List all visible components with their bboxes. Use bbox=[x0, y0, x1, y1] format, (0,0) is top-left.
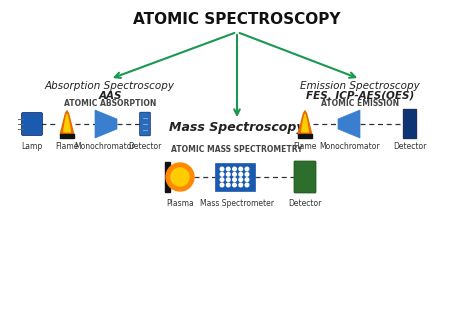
Circle shape bbox=[245, 167, 249, 171]
Polygon shape bbox=[298, 111, 312, 134]
Circle shape bbox=[220, 183, 224, 187]
Text: Lamp: Lamp bbox=[21, 142, 43, 151]
Polygon shape bbox=[64, 114, 71, 132]
Circle shape bbox=[166, 163, 194, 191]
Text: Mass Spectrometer: Mass Spectrometer bbox=[200, 199, 274, 208]
Bar bbox=[298, 134, 312, 138]
Circle shape bbox=[239, 172, 243, 176]
Text: Monochromator: Monochromator bbox=[75, 142, 135, 151]
Polygon shape bbox=[301, 114, 309, 132]
Text: Absorption Spectroscopy: Absorption Spectroscopy bbox=[45, 81, 175, 91]
Text: ATOMIC EMISSION: ATOMIC EMISSION bbox=[321, 99, 399, 108]
Text: Plasma: Plasma bbox=[166, 199, 194, 208]
Circle shape bbox=[227, 183, 230, 187]
Circle shape bbox=[227, 178, 230, 181]
Polygon shape bbox=[95, 110, 117, 138]
Text: ATOMIC SPECTROSCOPY: ATOMIC SPECTROSCOPY bbox=[133, 12, 341, 27]
Circle shape bbox=[233, 167, 237, 171]
Circle shape bbox=[220, 172, 224, 176]
Text: AAS: AAS bbox=[98, 91, 122, 101]
Circle shape bbox=[171, 168, 189, 186]
Polygon shape bbox=[215, 163, 255, 191]
Text: Detector: Detector bbox=[288, 199, 322, 208]
Text: Mass Spectroscopy: Mass Spectroscopy bbox=[169, 121, 305, 134]
Text: Monochromator: Monochromator bbox=[319, 142, 380, 151]
Text: ATOMIC ABSORPTION: ATOMIC ABSORPTION bbox=[64, 99, 156, 108]
Text: FES, ICP-AES(OES): FES, ICP-AES(OES) bbox=[306, 91, 414, 101]
FancyBboxPatch shape bbox=[294, 161, 316, 193]
Circle shape bbox=[239, 167, 243, 171]
Circle shape bbox=[245, 183, 249, 187]
Text: ATOMIC MASS SPECTROMETRY: ATOMIC MASS SPECTROMETRY bbox=[171, 145, 303, 154]
Circle shape bbox=[220, 178, 224, 181]
Circle shape bbox=[245, 172, 249, 176]
Polygon shape bbox=[60, 111, 74, 134]
Polygon shape bbox=[338, 110, 360, 138]
Circle shape bbox=[239, 183, 243, 187]
Circle shape bbox=[233, 172, 237, 176]
FancyBboxPatch shape bbox=[403, 109, 417, 139]
Circle shape bbox=[227, 172, 230, 176]
Text: Detector: Detector bbox=[393, 142, 427, 151]
Bar bbox=[165, 162, 170, 192]
Text: Flame: Flame bbox=[55, 142, 79, 151]
Text: Emission Spectroscopy: Emission Spectroscopy bbox=[300, 81, 420, 91]
Bar bbox=[60, 134, 74, 138]
Circle shape bbox=[245, 178, 249, 181]
Text: Detector: Detector bbox=[128, 142, 162, 151]
Circle shape bbox=[220, 167, 224, 171]
FancyBboxPatch shape bbox=[21, 113, 43, 135]
Text: Flame: Flame bbox=[293, 142, 317, 151]
Circle shape bbox=[239, 178, 243, 181]
FancyBboxPatch shape bbox=[140, 112, 150, 136]
Circle shape bbox=[227, 167, 230, 171]
Circle shape bbox=[233, 178, 237, 181]
Circle shape bbox=[233, 183, 237, 187]
